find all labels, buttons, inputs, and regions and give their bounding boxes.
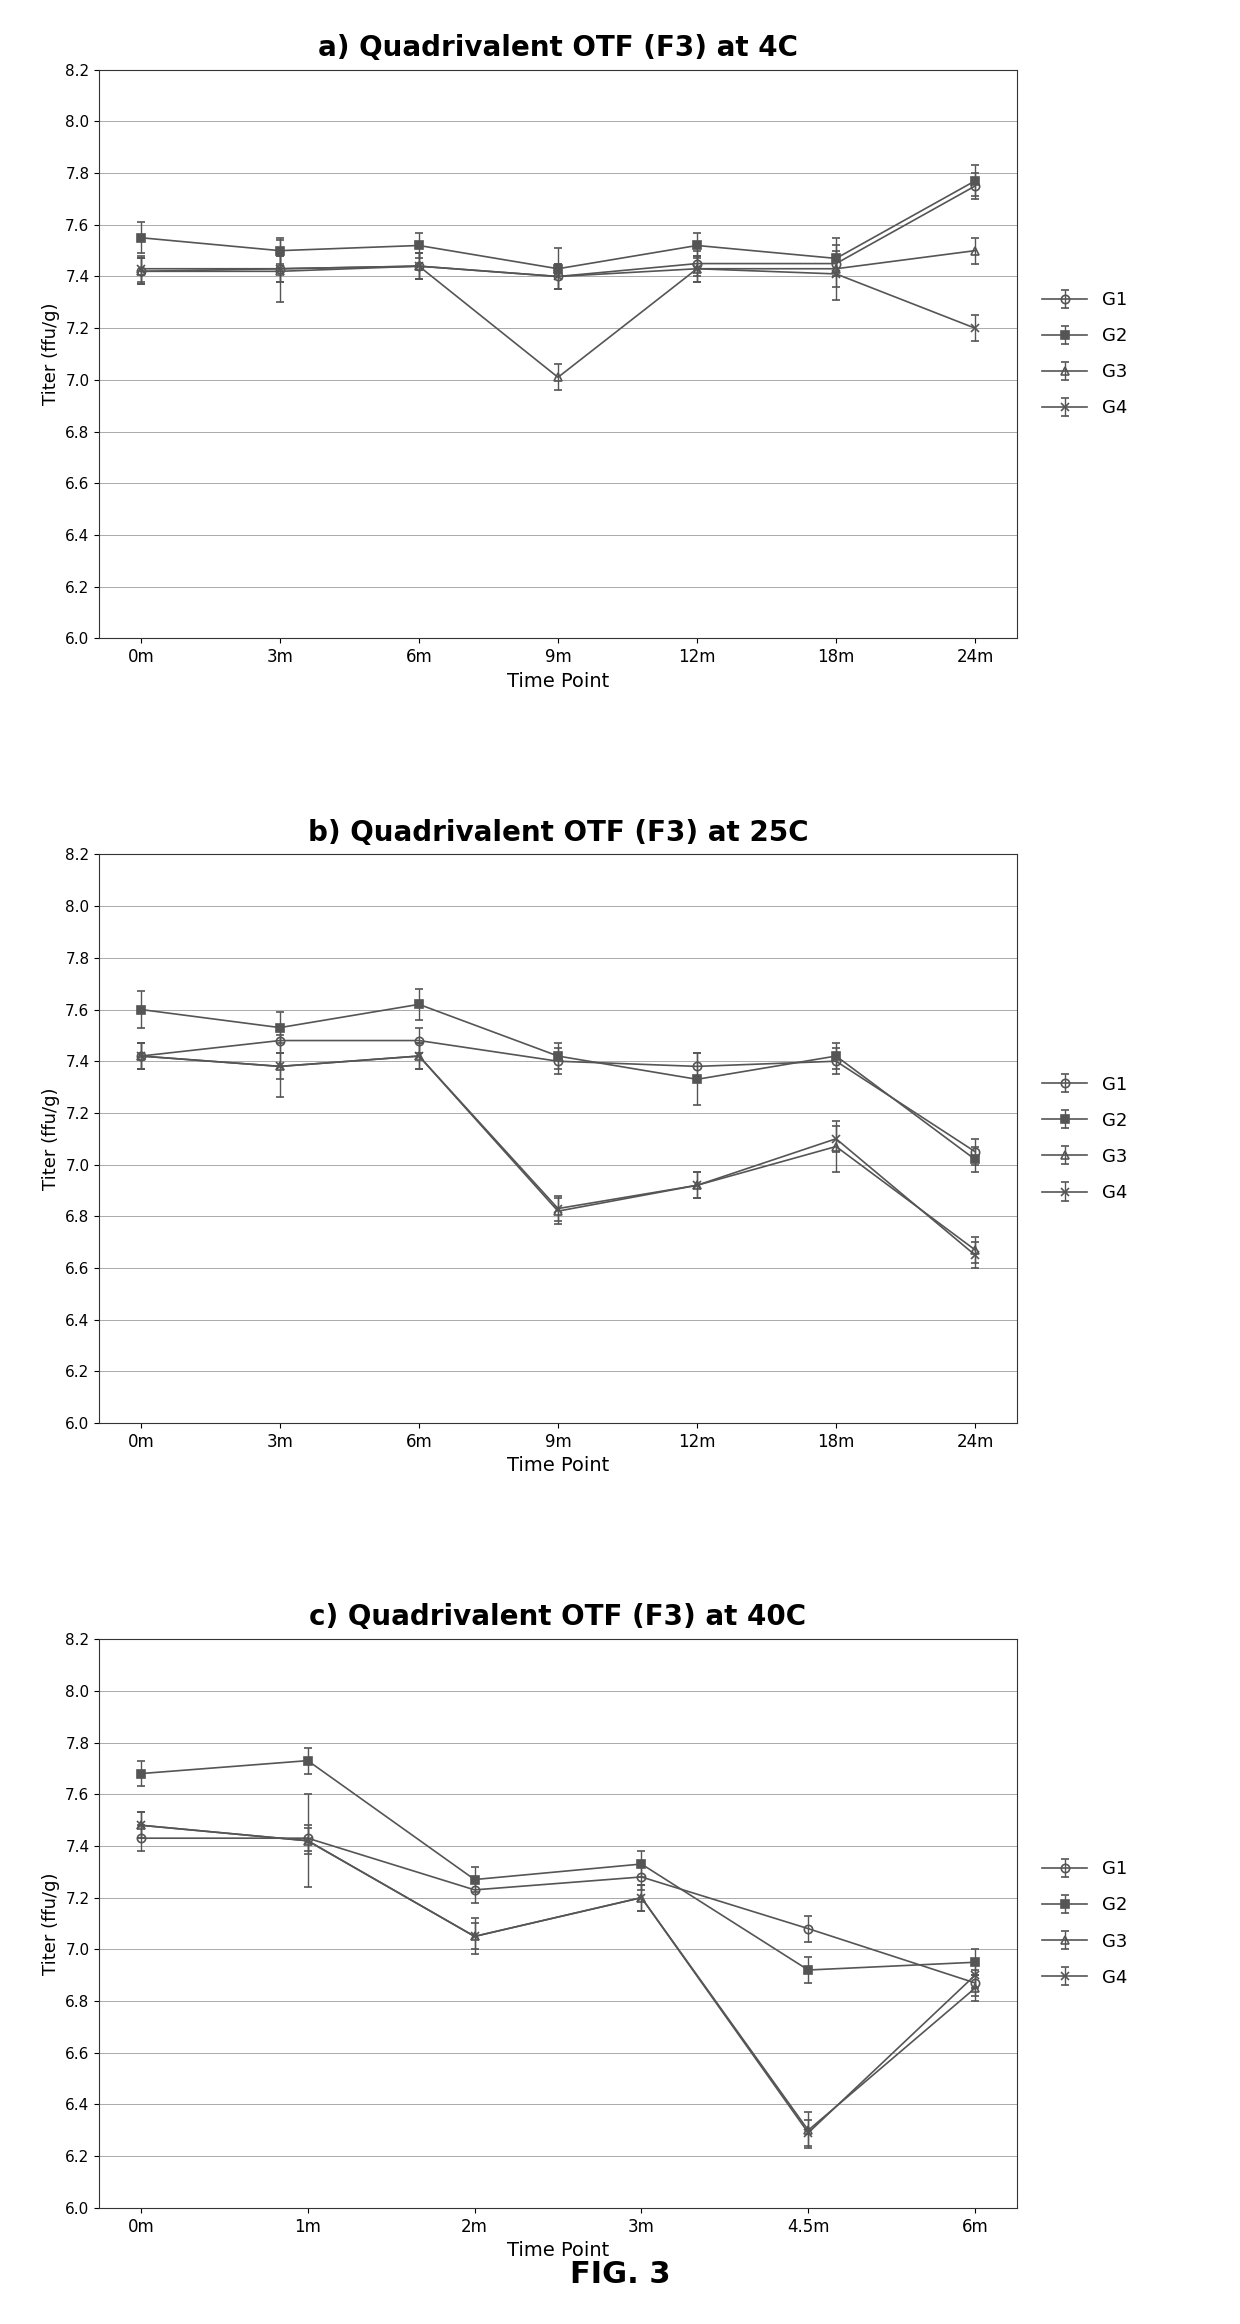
Text: FIG. 3: FIG. 3: [569, 2261, 671, 2289]
Title: a) Quadrivalent OTF (F3) at 4C: a) Quadrivalent OTF (F3) at 4C: [317, 35, 799, 63]
Legend: G1, G2, G3, G4: G1, G2, G3, G4: [1035, 284, 1135, 425]
X-axis label: Time Point: Time Point: [507, 1457, 609, 1476]
X-axis label: Time Point: Time Point: [507, 2240, 609, 2259]
Legend: G1, G2, G3, G4: G1, G2, G3, G4: [1035, 1852, 1135, 1994]
Y-axis label: Titer (ffu/g): Titer (ffu/g): [42, 1873, 60, 1975]
Title: c) Quadrivalent OTF (F3) at 40C: c) Quadrivalent OTF (F3) at 40C: [310, 1604, 806, 1631]
Y-axis label: Titer (ffu/g): Titer (ffu/g): [42, 1088, 60, 1190]
Title: b) Quadrivalent OTF (F3) at 25C: b) Quadrivalent OTF (F3) at 25C: [308, 818, 808, 846]
X-axis label: Time Point: Time Point: [507, 672, 609, 690]
Y-axis label: Titer (ffu/g): Titer (ffu/g): [42, 302, 60, 404]
Legend: G1, G2, G3, G4: G1, G2, G3, G4: [1035, 1069, 1135, 1208]
